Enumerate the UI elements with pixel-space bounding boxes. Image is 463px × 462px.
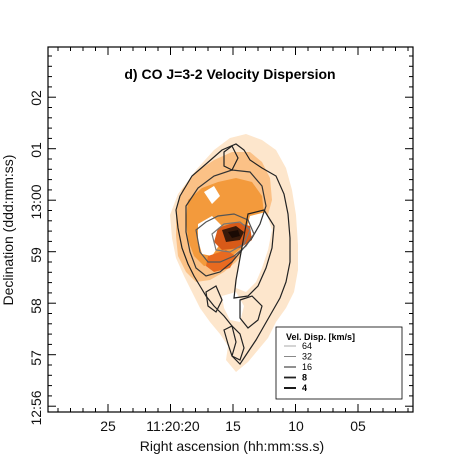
y-tick-labels: 12:56 57 58 59 13:00 01 02	[28, 90, 44, 426]
x-tick-label: 15	[225, 418, 241, 434]
legend-label: 32	[302, 352, 312, 362]
axis-ticks	[48, 47, 413, 412]
y-tick-label: 59	[28, 247, 44, 263]
legend-label: 16	[302, 362, 312, 372]
legend-label: 4	[302, 383, 307, 393]
contour-lines	[175, 143, 291, 365]
contour-lower-right	[239, 295, 263, 329]
x-tick-label: 10	[288, 418, 304, 434]
contour-32	[211, 221, 251, 253]
core-max-inner	[228, 230, 240, 238]
legend-box	[275, 326, 403, 400]
y-tick-label: 01	[28, 142, 44, 158]
legend-label: 64	[302, 341, 312, 351]
y-tick-label: 57	[28, 350, 44, 366]
contour-top-arc	[223, 145, 239, 171]
chart-title: d) CO J=3-2 Velocity Dispersion	[124, 66, 335, 82]
contour-hole-right	[233, 209, 275, 299]
plot-frame	[47, 46, 414, 413]
y-tick-label: 13:00	[28, 184, 44, 219]
y-axis-label: Declination (ddd:mm:ss)	[0, 155, 16, 306]
contour-4-outer	[175, 143, 291, 365]
contour-tail	[223, 325, 245, 361]
x-tick-label: 05	[350, 418, 366, 434]
legend-label: 8	[302, 373, 307, 383]
x-tick-labels: 25 11:20:20 15 10 05	[100, 418, 366, 434]
contour-16	[195, 213, 255, 263]
y-tick-label: 12:56	[28, 390, 44, 425]
y-tick-label: 02	[28, 90, 44, 106]
map-hole-lower	[222, 292, 244, 322]
x-tick-label: 11:20:20	[146, 418, 200, 434]
contour-lower-left	[205, 285, 223, 313]
legend-title: Vel. Disp. [km/s]	[286, 332, 355, 342]
y-tick-label: 58	[28, 298, 44, 314]
x-axis-label: Right ascension (hh:mm:ss.s)	[140, 438, 324, 454]
map-hole-right	[236, 212, 272, 292]
x-tick-label: 25	[100, 418, 116, 434]
map-hole-upper	[204, 186, 220, 204]
map-hole-left	[198, 216, 222, 256]
